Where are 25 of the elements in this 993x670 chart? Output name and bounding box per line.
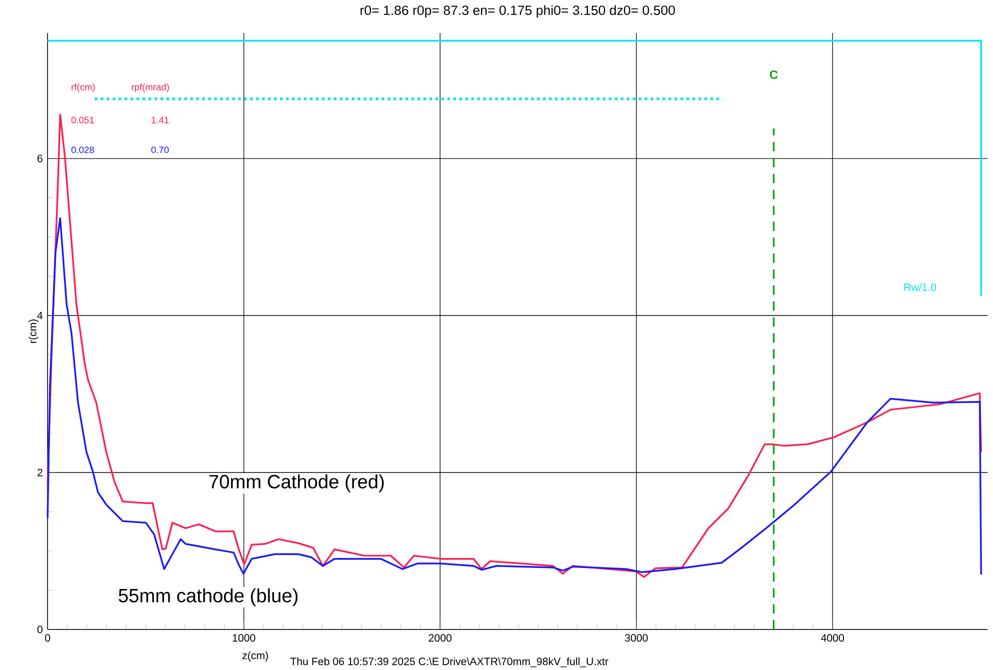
annotation: 0.051 <box>71 116 94 124</box>
x-tick-label: 0 <box>45 634 50 642</box>
x-tick-label: 4000 <box>821 634 844 642</box>
y-tick-label: 6 <box>38 154 42 162</box>
y-axis-title: r(cm) <box>28 319 39 343</box>
y-tick-label: 0 <box>37 626 42 634</box>
annotation: rf(cm) <box>72 83 95 92</box>
x-tick-label: 3000 <box>624 634 648 642</box>
line-series <box>46 114 982 578</box>
x-axis-title: z(cm) <box>242 651 268 662</box>
annotation: 0.70 <box>151 146 169 154</box>
annotation: 1.41 <box>152 116 169 124</box>
x-tick-label: 2000 <box>428 634 452 642</box>
series-label: 70mm Cathode (red) <box>209 474 384 492</box>
line-series <box>46 217 982 576</box>
annotation: rpf(mrad) <box>132 83 169 92</box>
annotation: 0.028 <box>71 146 94 154</box>
chart-title: r0= 1.86 r0p= 87.3 en= 0.175 phi0= 3.150 dz0= 0.500 <box>360 5 675 18</box>
y-tick-label: 2 <box>38 468 42 476</box>
ref-line-label: C <box>770 70 778 79</box>
text: Thu Feb 06 10:57:39 2025 C:\E Drive\AXTR\70mm_98kV_full_U.xtr <box>290 657 608 668</box>
y-tick-label: 4 <box>37 312 43 320</box>
x-tick-label: 1000 <box>232 634 256 642</box>
series-label: 55mm cathode (blue) <box>118 588 298 606</box>
text: Rw/1.0 <box>904 283 936 291</box>
